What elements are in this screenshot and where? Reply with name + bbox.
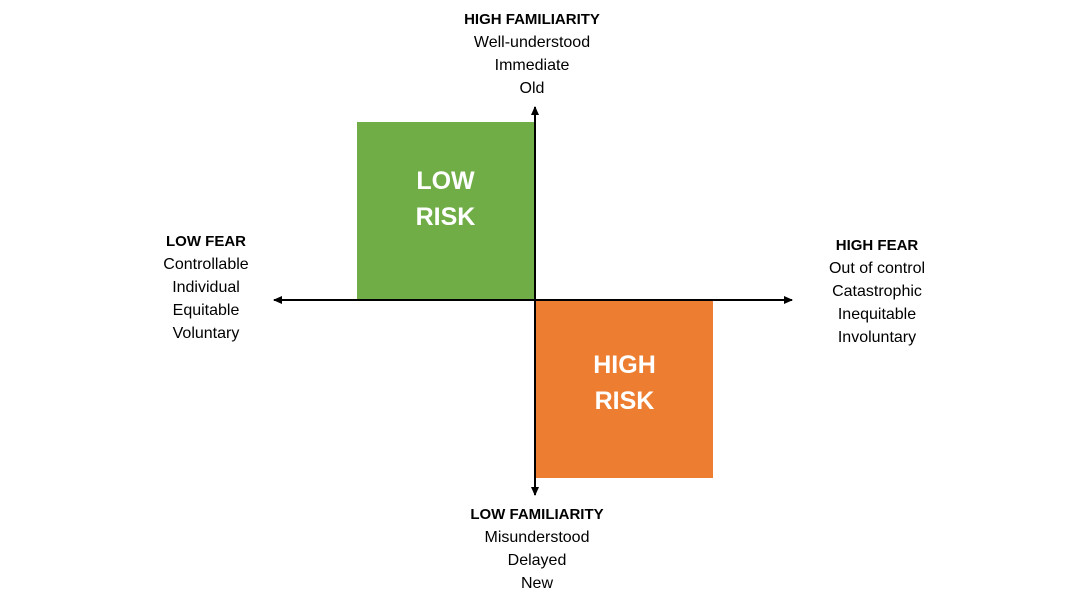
high-familiarity-heading: HIGH FAMILIARITY [464, 11, 600, 28]
high-risk-label-line-1: HIGH [593, 350, 656, 379]
high-familiarity-item: Old [519, 80, 545, 97]
high-familiarity-item: Well-understood [473, 34, 591, 51]
low-fear-item: Controllable [163, 256, 249, 273]
low-familiarity-item: Misunderstood [484, 529, 590, 546]
low-risk-label-line-1: LOW [416, 166, 475, 195]
high-fear-item: Out of control [828, 260, 926, 277]
low-fear-item: Equitable [172, 302, 240, 319]
high-familiarity-label: HIGH FAMILIARITY Well-understood Immedia… [432, 8, 632, 100]
high-fear-item: Inequitable [837, 306, 917, 323]
low-familiarity-item: New [520, 575, 553, 592]
low-risk-label-line-2: RISK [415, 202, 476, 231]
high-fear-item: Catastrophic [832, 283, 922, 300]
high-fear-label: HIGH FEAR Out of control Catastrophic In… [777, 234, 977, 349]
low-risk-quadrant: LOW RISK [357, 122, 534, 299]
high-risk-label-line-2: RISK [594, 386, 655, 415]
low-familiarity-item: Delayed [507, 552, 567, 569]
high-risk-quadrant: HIGH RISK [536, 301, 713, 478]
low-fear-heading: LOW FEAR [166, 233, 246, 250]
low-familiarity-label: LOW FAMILIARITY Misunderstood Delayed Ne… [437, 503, 637, 595]
low-familiarity-heading: LOW FAMILIARITY [470, 506, 604, 523]
low-fear-label: LOW FEAR Controllable Individual Equitab… [106, 230, 306, 345]
high-familiarity-item: Immediate [494, 57, 570, 74]
low-fear-item: Voluntary [172, 325, 240, 342]
low-fear-item: Individual [172, 279, 240, 296]
high-fear-item: Involuntary [837, 329, 917, 346]
high-fear-heading: HIGH FEAR [835, 237, 919, 254]
